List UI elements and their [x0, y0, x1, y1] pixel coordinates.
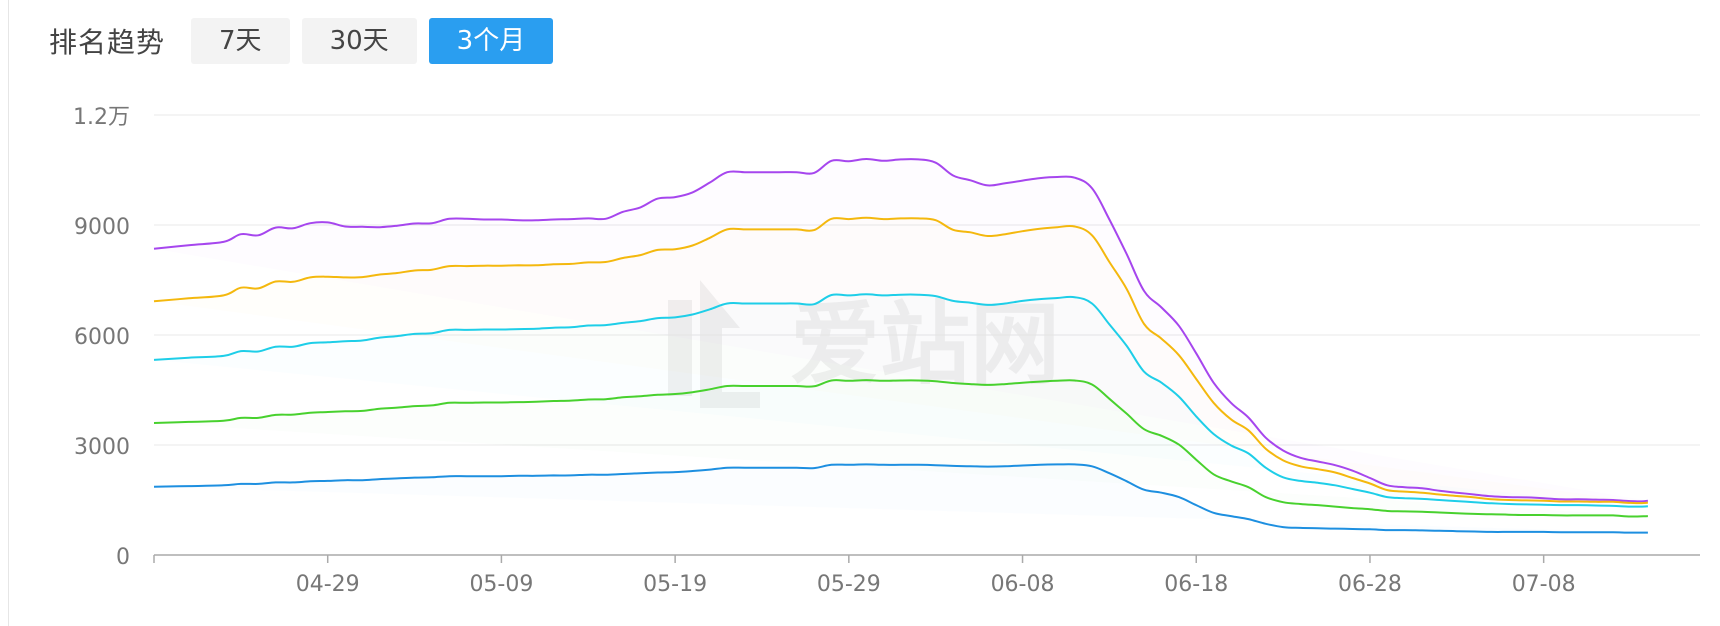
tab-3-months[interactable]: 3个月	[428, 18, 554, 64]
y-tick-label: 3000	[74, 435, 130, 460]
x-tick-label: 06-28	[1338, 572, 1402, 597]
series-line	[153, 216, 1649, 505]
series-line	[153, 293, 1648, 508]
watermark: 爱站网	[668, 280, 1060, 408]
x-tick-label: 05-19	[643, 572, 707, 597]
series-line	[153, 379, 1648, 518]
ranking-trend-panel: 排名趋势 7天 30天 3个月	[8, 0, 1720, 626]
y-tick-label: 6000	[74, 325, 130, 350]
x-tick-label: 05-09	[469, 572, 533, 597]
x-tick-label: 06-18	[1164, 572, 1228, 597]
chart-lines	[153, 157, 1649, 534]
panel-header: 排名趋势 7天 30天 3个月	[49, 18, 565, 64]
chart-areas	[154, 159, 1648, 533]
series-line	[153, 463, 1648, 534]
panel-title: 排名趋势	[49, 26, 166, 59]
x-tick-label: 04-29	[296, 572, 360, 597]
chart-grid	[154, 114, 1700, 446]
series-line	[153, 157, 1649, 503]
chart-axes: 0 3000 6000 9000 1.2万 04-29 05-09 05-19 05-29 06-…	[73, 105, 1700, 597]
x-tick-label: 06-08	[991, 572, 1055, 597]
tab-30-days[interactable]: 30天	[301, 18, 417, 64]
y-tick-label: 9000	[74, 215, 130, 240]
tab-7-days[interactable]: 7天	[191, 18, 290, 64]
y-tick-label: 0	[116, 545, 130, 570]
y-tick-label: 1.2万	[73, 105, 130, 130]
x-tick-label: 07-08	[1512, 572, 1576, 597]
x-tick-label: 05-29	[817, 572, 881, 597]
